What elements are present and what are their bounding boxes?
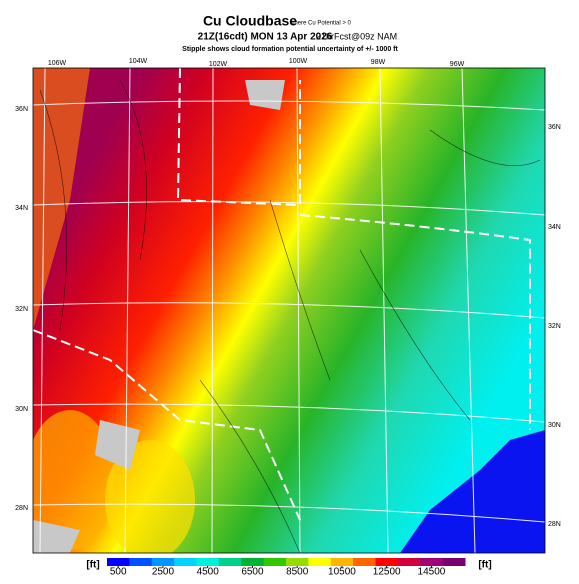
colorbar-swatch xyxy=(308,558,332,566)
colorbar-tick-label: 14500 xyxy=(418,567,446,578)
colorbar-swatch xyxy=(174,558,197,566)
lat-label: 28N xyxy=(15,505,28,512)
lat-label: 34N xyxy=(548,224,561,231)
colorbar-swatch xyxy=(151,558,175,566)
colorbar-tick-label: 6500 xyxy=(241,567,264,578)
colorbar-unit: [ft] xyxy=(478,560,491,571)
colorbar-swatch xyxy=(353,558,376,566)
lon-label: 102W xyxy=(209,61,228,68)
valid-time: 21Z(16cdt) MON 13 Apr 2026 xyxy=(198,32,333,43)
colorbar-swatch xyxy=(129,558,153,566)
lon-label: 106W xyxy=(48,60,67,67)
lon-label: 100W xyxy=(289,58,308,65)
colorbar-swatch xyxy=(286,558,309,566)
colorbar-swatch xyxy=(442,558,466,566)
colorbar-swatch xyxy=(397,558,421,566)
colorbar-tick-label: 8500 xyxy=(286,567,309,578)
subtitle: Stipple shows cloud formation potential … xyxy=(182,46,398,53)
colorbar-swatch xyxy=(218,558,242,566)
lat-label: 30N xyxy=(548,422,561,429)
colorbar-tick-label: 2500 xyxy=(152,567,175,578)
title-note: where Cu Potential > 0 xyxy=(289,21,352,27)
lon-labels: 106W 104W 102W 100W 98W 96W xyxy=(48,58,465,68)
colorbar-tick-label: 12500 xyxy=(373,567,401,578)
lat-label: 36N xyxy=(548,124,561,131)
lat-label: 32N xyxy=(15,306,28,313)
map xyxy=(33,68,545,553)
colorbar: 500 2500 4500 6500 8500 10500 12500 14500 xyxy=(107,558,466,578)
colorbar-swatch xyxy=(196,558,220,566)
lat-label: 28N xyxy=(548,521,561,528)
lat-label: 36N xyxy=(15,106,28,113)
colorbar-tick-label: 10500 xyxy=(328,567,356,578)
lon-label: 96W xyxy=(450,61,465,68)
colorbar-tick-label: 500 xyxy=(110,567,127,578)
colorbar-swatch xyxy=(263,558,287,566)
colorbar-unit: [ft] xyxy=(86,560,99,571)
lon-label: 104W xyxy=(129,58,148,65)
colorbar-swatch xyxy=(107,558,130,566)
title: Cu Cloudbase xyxy=(203,13,297,29)
colorbar-tick-label: 4500 xyxy=(197,567,220,578)
colorbar-swatch xyxy=(241,558,265,566)
lon-label: 98W xyxy=(371,59,386,66)
colorbar-swatch xyxy=(420,558,444,566)
lat-label: 34N xyxy=(15,205,28,212)
lat-label: 32N xyxy=(548,323,561,330)
lat-label: 30N xyxy=(15,406,28,413)
colorbar-swatch xyxy=(330,558,354,566)
colorbar-swatch xyxy=(375,558,399,566)
forecast: 21hrFcst@09z NAM xyxy=(316,31,397,41)
map-frame xyxy=(32,67,546,554)
